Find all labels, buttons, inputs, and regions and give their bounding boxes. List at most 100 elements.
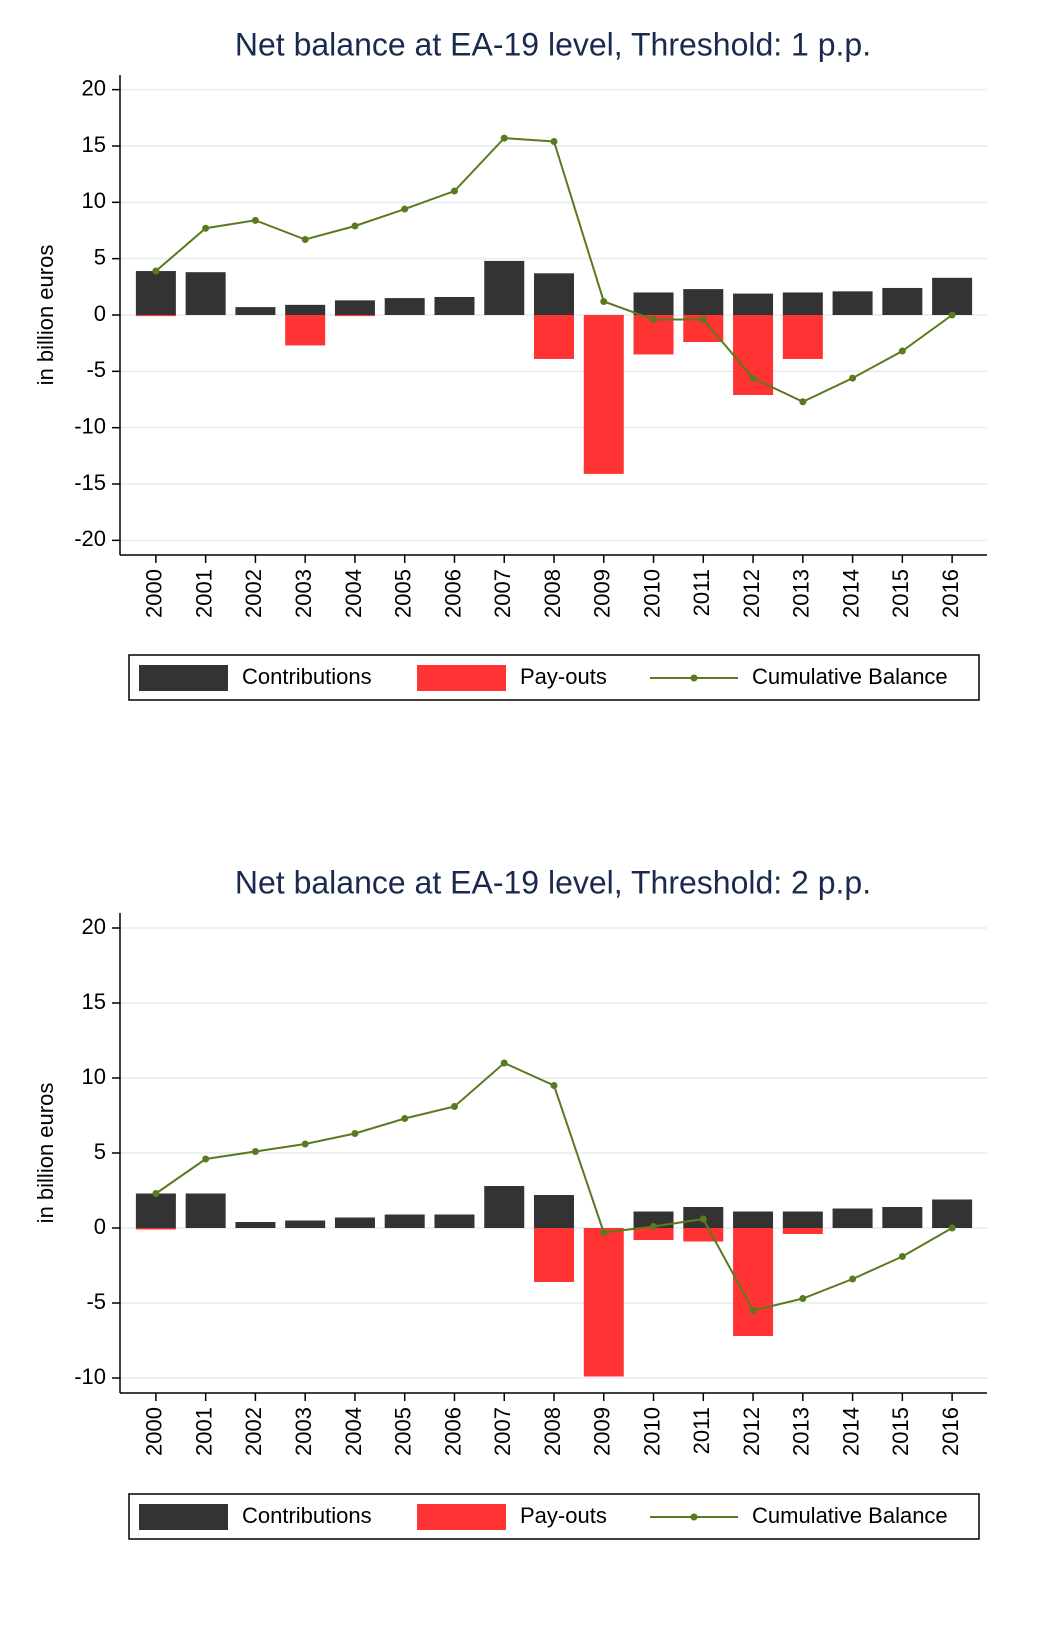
line-point bbox=[550, 137, 558, 145]
line-point bbox=[450, 187, 458, 195]
y-tick-label: -10 bbox=[74, 413, 106, 438]
legend-box bbox=[128, 654, 980, 701]
line-point bbox=[202, 224, 210, 232]
x-tick-label: 2006 bbox=[440, 1407, 465, 1456]
y-tick-label: 15 bbox=[82, 989, 106, 1014]
legend-swatch bbox=[417, 1504, 506, 1530]
x-tick-label: 2001 bbox=[191, 569, 216, 618]
line-point bbox=[301, 1140, 309, 1148]
bar bbox=[882, 1207, 923, 1228]
line-point bbox=[650, 1223, 658, 1230]
bar bbox=[135, 1228, 176, 1230]
bar bbox=[334, 1217, 375, 1228]
line-point bbox=[500, 1059, 508, 1067]
bar bbox=[733, 293, 774, 315]
bar bbox=[733, 315, 774, 395]
x-tick-label: 2006 bbox=[440, 569, 465, 618]
line-point bbox=[650, 316, 658, 324]
bar bbox=[135, 271, 176, 315]
x-tick-label: 2003 bbox=[291, 1407, 316, 1456]
bar bbox=[285, 1220, 326, 1228]
bar bbox=[484, 1186, 525, 1228]
chart-title: Net balance at EA-19 level, Threshold: 2… bbox=[235, 864, 871, 900]
line-point bbox=[799, 1295, 807, 1302]
x-tick-label: 2004 bbox=[341, 1407, 366, 1456]
line-point bbox=[152, 1190, 160, 1197]
legend-label: Pay-outs bbox=[520, 664, 607, 689]
line-point bbox=[948, 1224, 956, 1232]
y-tick-label: 15 bbox=[82, 132, 106, 157]
y-axis-label: in billion euros bbox=[33, 245, 58, 386]
bar bbox=[583, 1228, 624, 1377]
bar bbox=[334, 300, 375, 315]
y-tick-label: 10 bbox=[82, 1064, 106, 1089]
bar bbox=[683, 289, 724, 315]
bar bbox=[633, 1228, 674, 1240]
bar bbox=[782, 315, 823, 359]
line-point bbox=[550, 1082, 558, 1089]
legend-label: Cumulative Balance bbox=[752, 664, 948, 689]
bar bbox=[782, 292, 823, 315]
x-tick-label: 2012 bbox=[739, 569, 764, 618]
line-point bbox=[699, 316, 707, 324]
x-tick-label: 2014 bbox=[838, 569, 863, 618]
legend-label: Contributions bbox=[242, 1503, 372, 1528]
y-tick-label: -10 bbox=[74, 1364, 106, 1389]
line-point bbox=[500, 134, 508, 142]
line-point bbox=[351, 1130, 359, 1137]
bar bbox=[384, 298, 425, 315]
line-point bbox=[600, 297, 608, 305]
x-tick-label: 2010 bbox=[639, 569, 664, 618]
line bbox=[155, 137, 953, 403]
x-tick-label: 2002 bbox=[241, 569, 266, 618]
y-tick-label: 0 bbox=[94, 1214, 106, 1239]
line-point bbox=[301, 236, 309, 244]
y-tick-label: 10 bbox=[82, 188, 106, 213]
legend-label: Contributions bbox=[242, 664, 372, 689]
x-tick-label: 2015 bbox=[888, 569, 913, 618]
x-tick-label: 2014 bbox=[838, 1407, 863, 1456]
x-tick-label: 2005 bbox=[391, 569, 416, 618]
x-tick-label: 2009 bbox=[590, 1407, 615, 1456]
x-tick-label: 2003 bbox=[291, 569, 316, 618]
line-point bbox=[401, 1115, 409, 1122]
bar bbox=[285, 304, 326, 315]
bar bbox=[633, 1211, 674, 1228]
x-tick-label: 2013 bbox=[789, 1407, 814, 1456]
y-axis-label: in billion euros bbox=[33, 1083, 58, 1224]
legend-box bbox=[128, 1493, 980, 1540]
x-tick-label: 2013 bbox=[789, 569, 814, 618]
bar bbox=[434, 296, 475, 315]
line-point bbox=[351, 222, 359, 230]
line-point bbox=[948, 311, 956, 319]
bar bbox=[932, 1199, 973, 1228]
bar bbox=[534, 315, 574, 359]
x-tick-label: 2005 bbox=[391, 1407, 416, 1456]
legend-swatch-point bbox=[690, 1513, 698, 1521]
bar bbox=[932, 277, 973, 315]
bar bbox=[135, 1193, 176, 1228]
y-tick-label: 20 bbox=[82, 75, 106, 100]
x-tick-label: 2016 bbox=[938, 569, 963, 618]
bar bbox=[882, 287, 923, 315]
bar bbox=[534, 273, 574, 315]
bar bbox=[235, 307, 276, 315]
legend-label: Cumulative Balance bbox=[752, 1503, 948, 1528]
bar bbox=[633, 292, 674, 315]
bar bbox=[534, 1195, 574, 1228]
bar bbox=[384, 1214, 425, 1228]
line-point bbox=[401, 205, 409, 213]
line-point bbox=[699, 1215, 707, 1223]
line-point bbox=[849, 1275, 857, 1283]
x-tick-label: 2011 bbox=[689, 1407, 714, 1454]
bar bbox=[782, 1228, 823, 1234]
line-point bbox=[251, 216, 259, 224]
legend-swatch bbox=[417, 665, 506, 691]
y-tick-label: 5 bbox=[94, 1139, 106, 1164]
x-tick-label: 2008 bbox=[540, 1407, 565, 1456]
x-tick-label: 2008 bbox=[540, 569, 565, 618]
bar bbox=[235, 1222, 276, 1228]
line-point bbox=[600, 1229, 608, 1236]
